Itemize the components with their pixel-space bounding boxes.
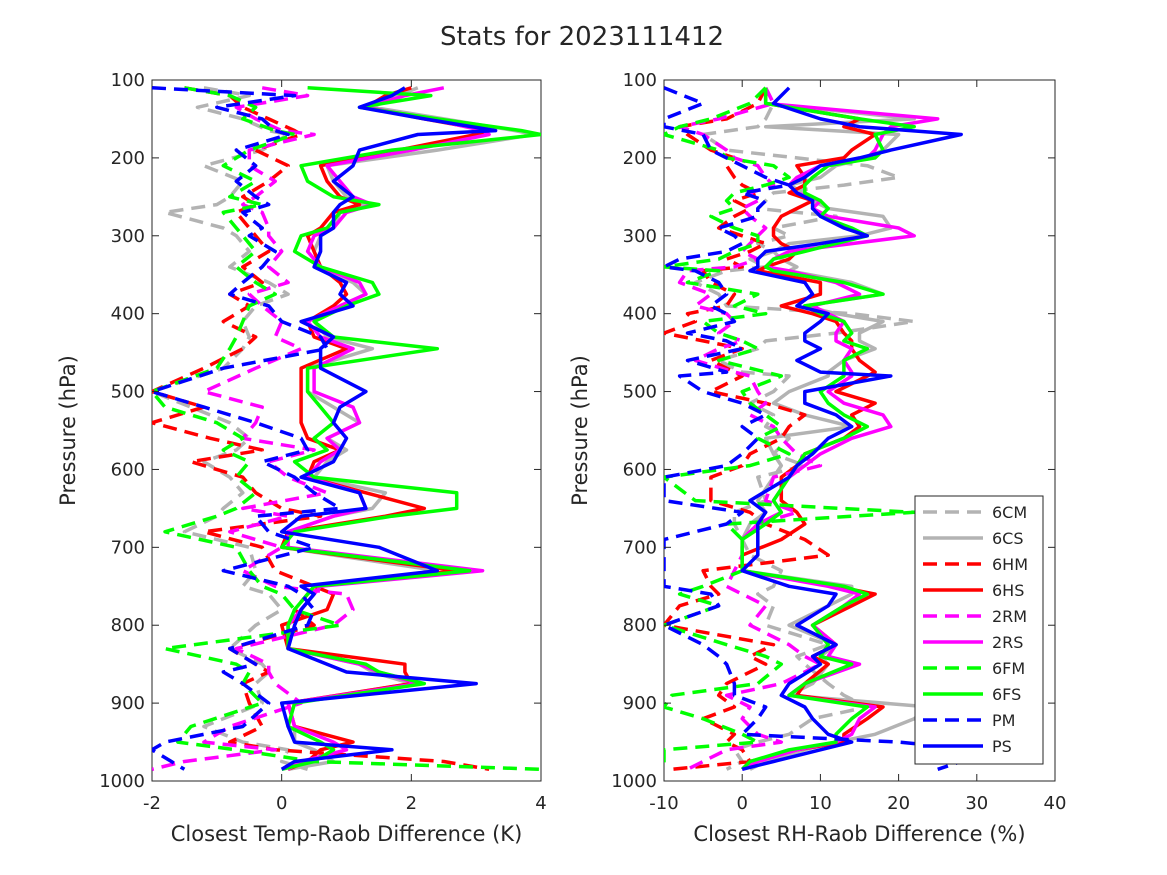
series-line-pm-panel-2: [664, 86, 979, 771]
y-tick-label: 200: [111, 148, 145, 169]
y-tick-label: 300: [623, 226, 657, 247]
y-tick-label: 400: [111, 304, 145, 325]
x-tick-label: 2: [406, 793, 417, 814]
y-tick-label: 800: [111, 615, 145, 636]
panel-1-axes-box: [151, 79, 542, 782]
figure-title: Stats for 2023111412: [440, 22, 724, 52]
y-tick-label: 100: [623, 70, 657, 91]
x-tick-label: -10: [649, 793, 678, 814]
series-line-6hs-panel-1: [279, 86, 491, 771]
series-line-6fm-panel-1: [152, 86, 541, 772]
series-line-pm-panel-1: [152, 86, 342, 771]
y-tick-label: 1000: [99, 771, 145, 792]
x-tick-label: 10: [809, 793, 832, 814]
legend-label-6hs: 6HS: [992, 581, 1024, 600]
legend-label-6hm: 6HM: [992, 555, 1028, 574]
series-line-ps-panel-2: [740, 86, 963, 771]
series-line-ps-panel-1: [279, 86, 498, 771]
y-tick-label: 600: [623, 459, 657, 480]
y-tick-label: 600: [111, 459, 145, 480]
y-tick-label: 100: [111, 70, 145, 91]
y-tick-label: 500: [111, 382, 145, 403]
panel-2-axes-box: [663, 79, 1056, 782]
x-tick-label: 0: [276, 793, 287, 814]
series-line-2rm-panel-1: [152, 86, 355, 772]
y-tick-label: 300: [111, 226, 145, 247]
panels-layer: -2 0 2 41002003004005006007008009001000Clos…: [56, 70, 1066, 846]
series-line-6cm-panel-2: [693, 87, 916, 771]
y-tick-label: 800: [623, 615, 657, 636]
legend: 6CM 6CS 6HM 6HS 2RM 2RS 6FM 6FS PM PS: [914, 495, 1044, 765]
y-tick-label: 500: [623, 382, 657, 403]
x-tick-label: 30: [965, 793, 988, 814]
legend-label-6cs: 6CS: [992, 529, 1024, 548]
panel-2: -10 0 10 20 30 40 100 200 300 400 500 600 700 800 900 1…: [568, 70, 1066, 846]
y-tick-label: 900: [623, 693, 657, 714]
legend-box: [914, 495, 1044, 765]
y-axis-label: Pressure (hPa): [56, 355, 80, 506]
y-tick-label: 700: [111, 537, 145, 558]
legend-label-ps: PS: [992, 737, 1012, 756]
x-tick-label: -2: [143, 793, 161, 814]
x-tick-label: 0: [736, 793, 747, 814]
x-tick-label: 4: [535, 793, 546, 814]
series-line-6fm-panel-2: [664, 86, 916, 770]
x-axis-label: Closest Temp-Raob Difference (K): [171, 822, 523, 846]
legend-label-pm: PM: [992, 711, 1015, 730]
x-axis-label: Closest RH-Raob Difference (%): [693, 822, 1025, 846]
y-tick-label: 1000: [611, 771, 657, 792]
x-tick-label: 40: [1044, 793, 1067, 814]
x-tick-label: 20: [887, 793, 910, 814]
legend-label-2rs: 2RS: [992, 633, 1023, 652]
legend-label-2rm: 2RM: [992, 607, 1027, 626]
y-axis-label: Pressure (hPa): [568, 355, 592, 506]
y-tick-label: 700: [623, 537, 657, 558]
panel-2-series: [664, 86, 979, 772]
y-tick-label: 400: [623, 304, 657, 325]
y-tick-label: 900: [111, 693, 145, 714]
panel-1-series: [152, 86, 541, 772]
legend-label-6fm: 6FM: [992, 659, 1025, 678]
legend-label-6fs: 6FS: [992, 685, 1021, 704]
panel-1: -2 0 2 4 100 200 300 400 500 600 700 800 900 1000 Clos…: [56, 70, 547, 846]
series-line-6fs-panel-1: [279, 86, 541, 772]
legend-label-6cm: 6CM: [992, 503, 1027, 522]
y-tick-label: 200: [623, 148, 657, 169]
